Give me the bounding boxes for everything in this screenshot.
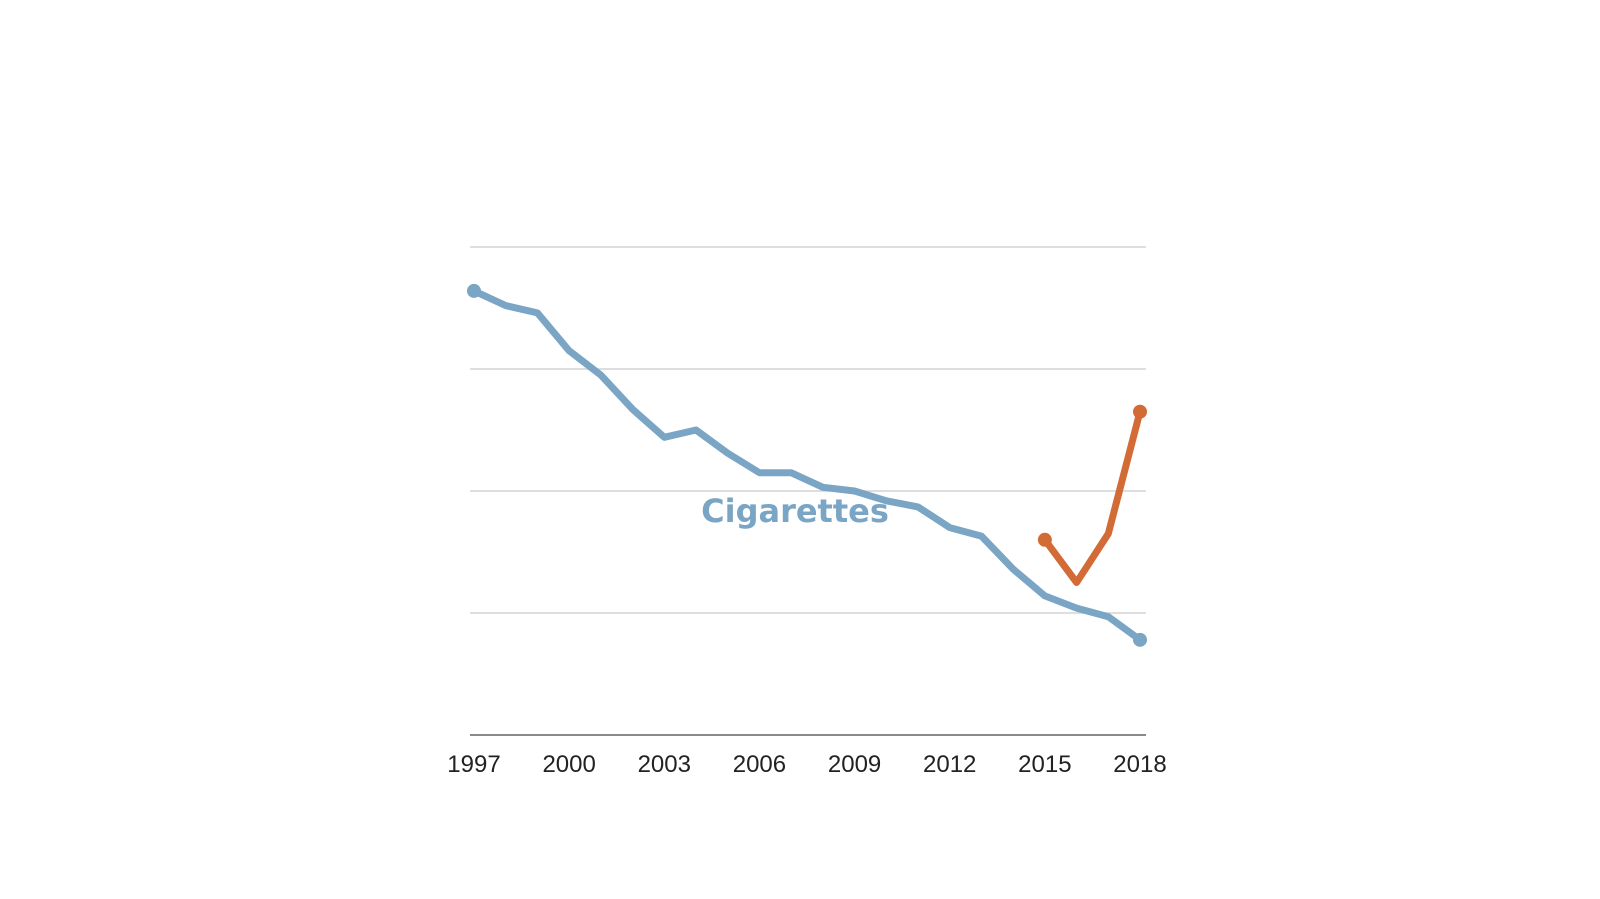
- x-tick-label-2006: 2006: [733, 751, 786, 778]
- gridlines: [470, 246, 1146, 736]
- series-lines: [467, 283, 1147, 647]
- x-tick-label-2009: 2009: [828, 751, 881, 778]
- x-tick-label-2015: 2015: [1018, 751, 1071, 778]
- x-tick-label-1997: 1997: [447, 751, 500, 778]
- series-line-0: [470, 287, 1144, 644]
- x-tick-label-2003: 2003: [638, 751, 691, 778]
- x-tick-label-2018: 2018: [1113, 751, 1166, 778]
- series-0-start-point: [467, 283, 481, 298]
- x-axis-ticks: 1997 2000 2003 2006 2009 2012 2015 2018: [447, 751, 1166, 778]
- series-1-end-point: [1133, 404, 1147, 419]
- series-label-cigarettes: Cigarettes: [701, 492, 889, 530]
- series-line-1: [1041, 408, 1144, 586]
- x-tick-label-2012: 2012: [923, 751, 976, 778]
- series-1-start-point: [1037, 532, 1052, 547]
- x-tick-label-2000: 2000: [542, 751, 595, 778]
- series-0-end-point: [1133, 632, 1147, 647]
